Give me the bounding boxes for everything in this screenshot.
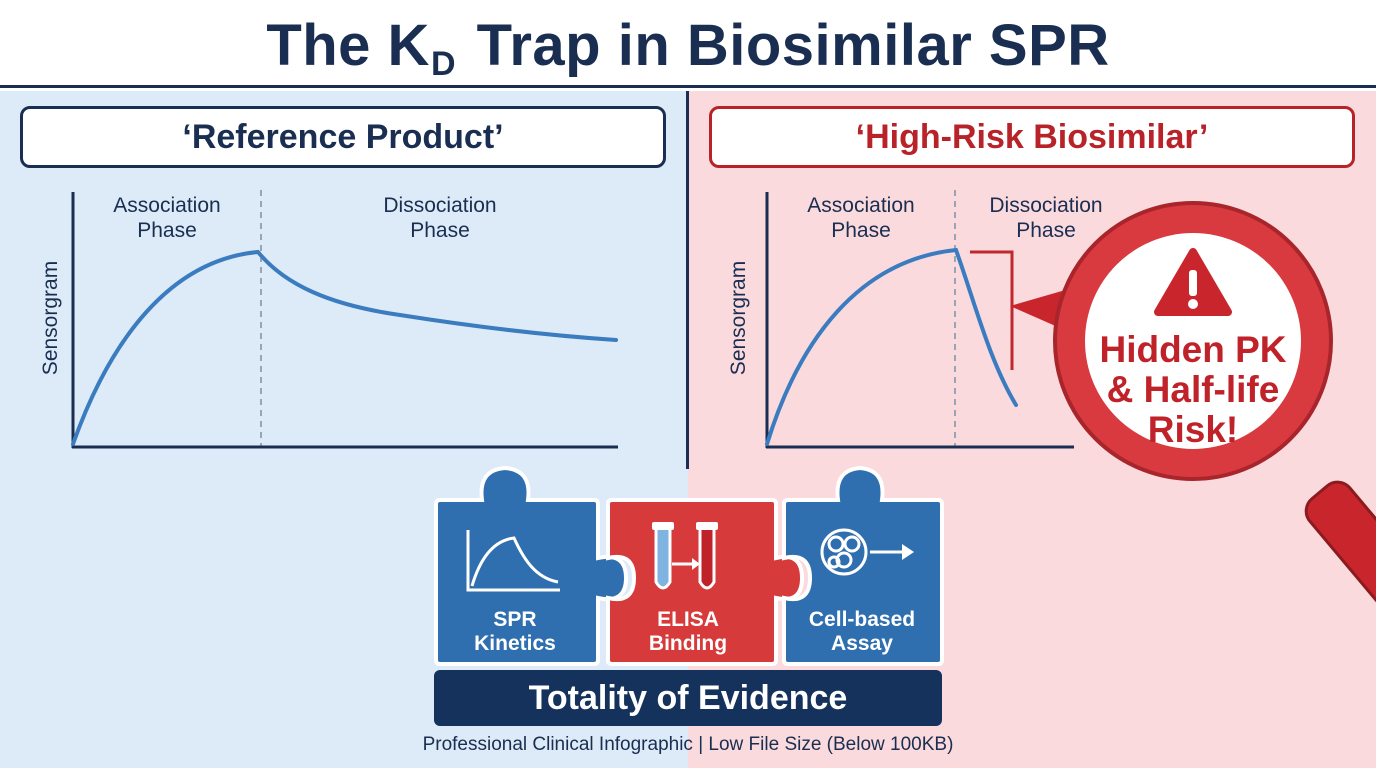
association-phase-label: Association Phase: [113, 194, 220, 242]
cells-icon: [820, 528, 914, 576]
spr-kinetics-piece: SPR Kinetics: [434, 465, 629, 666]
dissociation-phase-line1: Dissociation: [383, 194, 496, 217]
magnifier-lens: [1085, 233, 1301, 449]
association-phase-line1: Association: [113, 194, 220, 217]
reference-sensorgram: Association Phase Dissociation Phase Senso…: [39, 190, 618, 449]
cell-based-assay-label: Cell-based Assay: [809, 608, 915, 655]
high-risk-biosimilar-label: ‘High-Risk Biosimilar’: [709, 106, 1355, 168]
title-bar: The KD Trap in Biosimilar SPR: [0, 0, 1376, 88]
elisa-binding-label: ELISA Binding: [649, 608, 727, 655]
magnifier-callout: Hidden PK & Half-life Risk!: [1010, 201, 1376, 619]
biosimilar-sensorgram: Association Phase Dissociation Phase Senso…: [727, 190, 1103, 449]
warning-icon: [1154, 248, 1232, 316]
elisa-line2: Binding: [649, 632, 727, 655]
elisa-binding-piece: ELISA Binding: [606, 498, 805, 666]
dissociation-phase-line1: Dissociation: [989, 194, 1102, 217]
cell-based-assay-piece: Cell-based Assay: [782, 465, 944, 666]
risk-line1: Hidden PK: [1099, 329, 1286, 370]
panel-divider: [686, 91, 689, 469]
totality-of-evidence-banner: Totality of Evidence: [434, 670, 942, 726]
risk-line3: Risk!: [1148, 409, 1238, 450]
evidence-puzzle: SPR Kinetics ELISA Binding Cell-based Assay: [434, 465, 944, 666]
biosimilar-curve: [765, 247, 1018, 446]
elisa-line1: ELISA: [657, 608, 719, 631]
footnote: Professional Clinical Infographic | Low …: [422, 734, 954, 755]
reference-product-label: ‘Reference Product’: [20, 106, 666, 168]
title-suffix: Trap in Biosimilar SPR: [460, 13, 1110, 78]
dissociation-phase-line2: Phase: [1016, 219, 1076, 242]
reference-curve: [71, 249, 618, 446]
cell-line2: Assay: [831, 632, 893, 655]
page-title: The KD Trap in Biosimilar SPR: [0, 12, 1376, 84]
magnifier-handle: [1304, 480, 1376, 619]
cell-line1: Cell-based: [809, 608, 915, 631]
association-phase-label: Association Phase: [807, 194, 914, 242]
dissociation-phase-label: Dissociation Phase: [989, 194, 1102, 242]
spr-line1: SPR: [493, 608, 536, 631]
risk-callout-text: Hidden PK & Half-life Risk!: [1099, 329, 1286, 450]
y-axis-label: Sensorgram: [727, 261, 750, 375]
rapid-dissociation-bracket: [970, 250, 1014, 370]
spr-kinetics-label: SPR Kinetics: [474, 608, 556, 655]
test-tubes-icon: [652, 522, 718, 590]
association-phase-line2: Phase: [137, 219, 197, 242]
risk-line2: & Half-life: [1107, 369, 1280, 410]
association-phase-line2: Phase: [831, 219, 891, 242]
dissociation-phase-label: Dissociation Phase: [383, 194, 496, 242]
y-axis-label: Sensorgram: [39, 261, 62, 375]
association-phase-line1: Association: [807, 194, 914, 217]
dissociation-phase-line2: Phase: [410, 219, 470, 242]
spr-line2: Kinetics: [474, 632, 556, 655]
sensorgram-icon: [466, 530, 560, 592]
title-subscript: D: [430, 45, 456, 83]
title-prefix: The K: [266, 13, 430, 78]
